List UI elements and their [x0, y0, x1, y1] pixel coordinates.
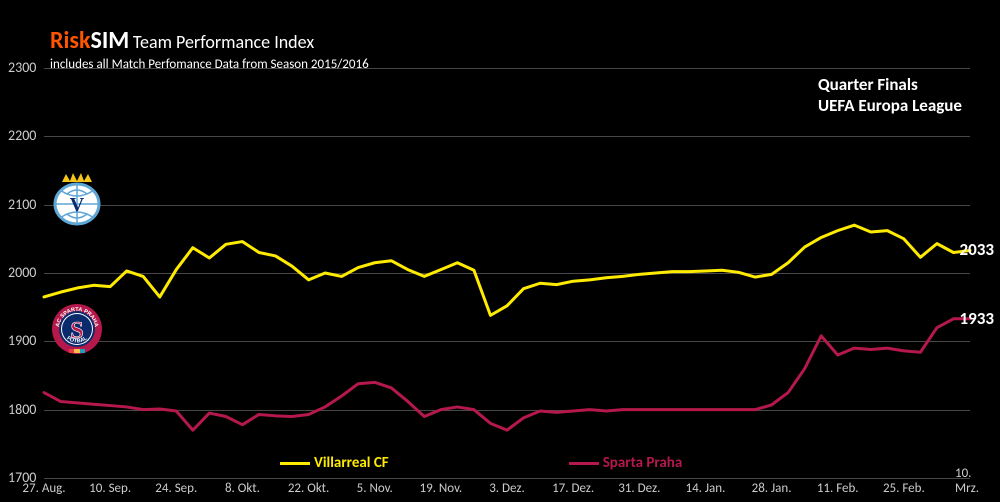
svg-text:S: S [70, 318, 83, 344]
end-value-label: 1933 [960, 308, 994, 329]
legend-line-icon [280, 462, 310, 465]
end-value-label: 2033 [960, 239, 994, 260]
series-line-villarreal-cf [44, 225, 970, 315]
legend-label: Villarreal CF [314, 454, 389, 472]
legend-item-villarreal: Villarreal CF [280, 454, 389, 472]
legend-label: Sparta Praha [603, 454, 683, 472]
plot-area [0, 0, 1000, 502]
villarreal-logo: V [50, 172, 104, 226]
legend: Villarreal CF Sparta Praha [280, 454, 1000, 472]
chart-container: RiskSIM Team Performance Index includes … [0, 0, 1000, 502]
series-line-sparta-praha [44, 319, 970, 430]
svg-text:V: V [70, 194, 85, 216]
sparta-logo: AC SPARTA PRAHA FOTBAL S [50, 302, 104, 356]
legend-line-icon [569, 462, 599, 465]
legend-item-sparta: Sparta Praha [569, 454, 683, 472]
